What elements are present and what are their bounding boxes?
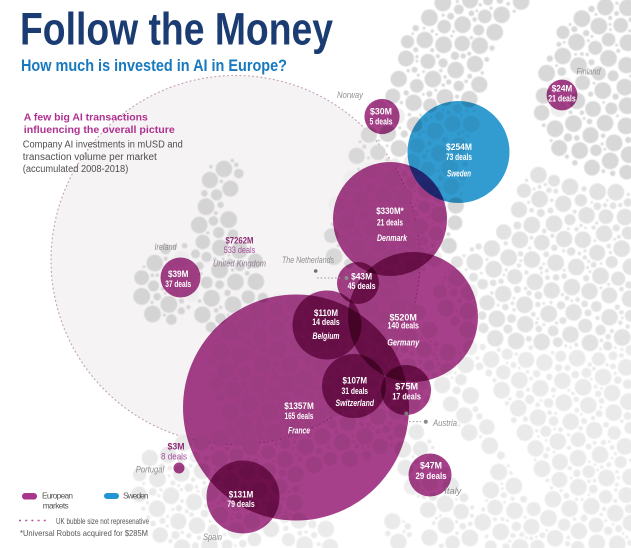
svg-text:$131M: $131M — [229, 489, 254, 499]
svg-text:Italy: Italy — [444, 486, 462, 496]
svg-text:$1357M: $1357M — [284, 401, 314, 411]
svg-text:transaction volume per market: transaction volume per market — [23, 152, 157, 163]
svg-text:UK bubble size not represenati: UK bubble size not represenative — [56, 516, 149, 526]
svg-text:Sweden: Sweden — [447, 169, 471, 179]
svg-text:$520M: $520M — [389, 313, 417, 323]
svg-text:533 deals: 533 deals — [224, 245, 256, 255]
svg-text:$24M: $24M — [552, 84, 573, 94]
svg-text:France: France — [288, 426, 310, 436]
svg-text:$75M: $75M — [395, 381, 418, 391]
svg-text:$7262M: $7262M — [226, 236, 254, 246]
svg-text:31 deals: 31 deals — [342, 386, 369, 396]
svg-text:37 deals: 37 deals — [165, 279, 191, 289]
svg-text:45 deals: 45 deals — [348, 281, 376, 291]
svg-text:Finland: Finland — [577, 67, 602, 77]
svg-text:Sweden: Sweden — [123, 490, 149, 500]
svg-text:Austria: Austria — [432, 418, 457, 428]
svg-text:$39M: $39M — [168, 269, 189, 279]
svg-text:Belgium: Belgium — [313, 331, 340, 341]
svg-text:Norway: Norway — [337, 90, 363, 100]
svg-text:14 deals: 14 deals — [312, 317, 340, 327]
svg-text:8 deals: 8 deals — [161, 452, 187, 462]
svg-text:$43M: $43M — [351, 272, 372, 282]
svg-text:Germany: Germany — [387, 337, 420, 347]
svg-text:A few big AI transactions: A few big AI transactions — [24, 112, 148, 124]
svg-text:21 deals: 21 deals — [377, 218, 403, 228]
svg-text:Follow the Money: Follow the Money — [20, 4, 333, 55]
svg-text:influencing the overall pictur: influencing the overall picture — [24, 124, 175, 136]
svg-text:How much is invested in AI in: How much is invested in AI in Europe? — [21, 57, 287, 75]
svg-text:The Netherlands: The Netherlands — [282, 255, 334, 265]
svg-text:29 deals: 29 deals — [416, 471, 447, 481]
svg-text:17 deals: 17 deals — [392, 392, 421, 402]
svg-text:21 deals: 21 deals — [548, 94, 576, 104]
svg-text:$330M*: $330M* — [376, 206, 404, 216]
svg-text:United Kingdom: United Kingdom — [213, 259, 266, 270]
svg-text:5 deals: 5 deals — [370, 117, 393, 127]
svg-text:79 deals: 79 deals — [227, 499, 255, 509]
svg-text:$30M: $30M — [370, 107, 392, 117]
svg-text:*Universal Robots acquired for: *Universal Robots acquired for $285M — [20, 528, 148, 538]
svg-text:Switzerland: Switzerland — [336, 398, 375, 408]
svg-text:Portugal: Portugal — [136, 465, 165, 475]
svg-text:Spain: Spain — [203, 532, 222, 542]
svg-text:$107M: $107M — [343, 376, 368, 386]
svg-text:$254M: $254M — [446, 142, 472, 152]
svg-text:markets: markets — [43, 500, 69, 510]
svg-text:$110M: $110M — [314, 308, 338, 318]
svg-text:73 deals: 73 deals — [446, 152, 472, 162]
svg-text:165 deals: 165 deals — [285, 411, 314, 421]
svg-text:Ireland: Ireland — [155, 242, 178, 252]
svg-text:European: European — [42, 490, 73, 500]
svg-text:$3M: $3M — [168, 442, 185, 452]
svg-text:Denmark: Denmark — [377, 233, 408, 243]
svg-text:(accumulated 2008-2018): (accumulated 2008-2018) — [23, 164, 129, 175]
svg-text:140 deals: 140 deals — [387, 320, 419, 330]
svg-text:Company AI investments in mUSD: Company AI investments in mUSD and — [23, 140, 183, 151]
svg-text:$47M: $47M — [420, 460, 442, 470]
